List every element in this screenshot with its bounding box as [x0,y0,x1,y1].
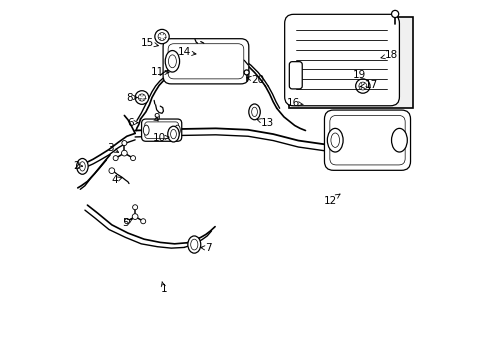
Text: 11: 11 [150,67,169,77]
Ellipse shape [80,162,85,171]
Text: 18: 18 [380,50,397,60]
Circle shape [155,30,169,44]
Ellipse shape [326,129,343,152]
Text: 4: 4 [111,175,122,185]
Circle shape [109,168,115,174]
Text: 3: 3 [107,143,119,153]
Ellipse shape [391,129,407,152]
Circle shape [158,33,165,41]
Text: 12: 12 [323,194,339,206]
Circle shape [135,91,148,104]
FancyBboxPatch shape [329,116,405,165]
Text: 7: 7 [200,243,211,253]
FancyBboxPatch shape [324,110,410,170]
FancyBboxPatch shape [144,122,178,138]
Text: 17: 17 [360,80,377,90]
Circle shape [130,156,135,161]
FancyBboxPatch shape [163,39,248,84]
Circle shape [355,79,369,93]
Text: 20: 20 [246,75,264,85]
Circle shape [122,140,126,145]
FancyBboxPatch shape [142,119,182,141]
Text: 13: 13 [257,118,273,128]
Text: 10: 10 [152,133,169,143]
Ellipse shape [170,130,176,139]
Circle shape [138,94,145,101]
Ellipse shape [165,50,179,72]
Circle shape [121,150,127,156]
Circle shape [141,219,145,224]
Circle shape [124,219,129,224]
Text: 19: 19 [352,69,365,80]
Ellipse shape [248,104,260,120]
Circle shape [113,156,118,161]
FancyBboxPatch shape [284,14,399,106]
Text: 9: 9 [153,113,160,123]
Text: 8: 8 [126,93,137,103]
Circle shape [391,10,398,18]
Circle shape [244,70,249,75]
Ellipse shape [251,107,257,117]
Ellipse shape [190,239,198,250]
Ellipse shape [167,126,179,142]
Ellipse shape [330,133,339,147]
Text: 15: 15 [141,38,158,48]
Text: 16: 16 [286,98,303,108]
Ellipse shape [143,125,149,135]
Ellipse shape [168,55,176,68]
Ellipse shape [187,236,201,253]
Circle shape [132,205,137,210]
Circle shape [358,82,366,90]
Text: 5: 5 [122,218,132,228]
Text: 1: 1 [161,282,167,294]
FancyBboxPatch shape [289,62,302,89]
Circle shape [132,214,138,220]
Text: 6: 6 [127,118,138,128]
Bar [289,17,412,108]
Text: 2: 2 [73,161,82,171]
Ellipse shape [174,125,180,135]
Ellipse shape [77,158,88,174]
FancyBboxPatch shape [168,44,244,79]
Text: 14: 14 [177,47,196,57]
